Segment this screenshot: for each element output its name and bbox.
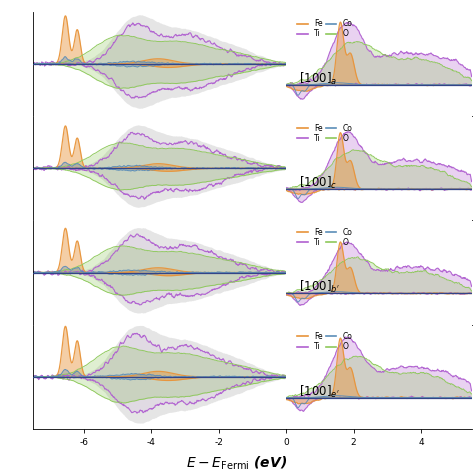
Legend: Fe, Ti, Co, O: Fe, Ti, Co, O: [295, 122, 354, 144]
Text: $[100]_{a}$: $[100]_{a}$: [299, 71, 337, 87]
Text: $[100]_{b'}$: $[100]_{b'}$: [299, 279, 340, 295]
Text: $[100]_{e'}$: $[100]_{e'}$: [299, 383, 340, 400]
Text: $[100]_{c}$: $[100]_{c}$: [299, 175, 337, 191]
Legend: Fe, Ti, Co, O: Fe, Ti, Co, O: [295, 18, 354, 40]
Legend: Fe, Ti, Co, O: Fe, Ti, Co, O: [295, 330, 354, 353]
Text: $E-E_{\rm Fermi}$ (eV): $E-E_{\rm Fermi}$ (eV): [186, 454, 288, 472]
Legend: Fe, Ti, Co, O: Fe, Ti, Co, O: [295, 226, 354, 248]
